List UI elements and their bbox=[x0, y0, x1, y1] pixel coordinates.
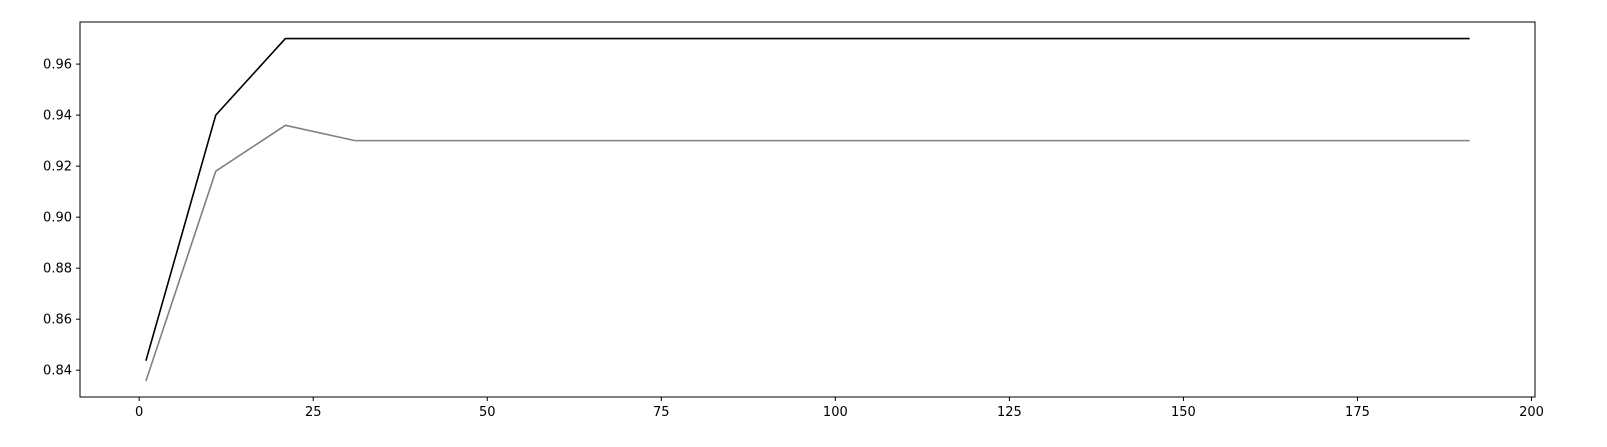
y-tick-label: 0.94 bbox=[43, 109, 72, 124]
x-tick-label: 25 bbox=[305, 405, 322, 420]
y-tick-label: 0.96 bbox=[43, 58, 72, 73]
y-tick-label: 0.90 bbox=[43, 211, 72, 226]
series-line-1 bbox=[145, 37, 1470, 361]
series-layer bbox=[145, 37, 1470, 382]
y-tick-label: 0.86 bbox=[43, 313, 72, 328]
y-tick-label: 0.88 bbox=[43, 262, 72, 277]
x-tick-label: 0 bbox=[135, 405, 143, 420]
y-tick-label: 0.92 bbox=[43, 160, 72, 175]
x-tick-label: 150 bbox=[1171, 405, 1196, 420]
x-axis: 0 25 50 75 100 125 150 175 200 bbox=[135, 397, 1544, 420]
x-tick-label: 125 bbox=[997, 405, 1022, 420]
series-line-2 bbox=[145, 124, 1470, 382]
x-tick-label: 100 bbox=[823, 405, 848, 420]
x-tick-label: 175 bbox=[1345, 405, 1370, 420]
y-axis: 0.84 0.86 0.88 0.90 0.92 0.94 0.96 bbox=[43, 58, 80, 379]
x-tick-label: 50 bbox=[479, 405, 496, 420]
x-tick-label: 75 bbox=[653, 405, 670, 420]
x-tick-label: 200 bbox=[1519, 405, 1544, 420]
plot-frame bbox=[79, 21, 1536, 398]
y-tick-label: 0.84 bbox=[43, 364, 72, 379]
